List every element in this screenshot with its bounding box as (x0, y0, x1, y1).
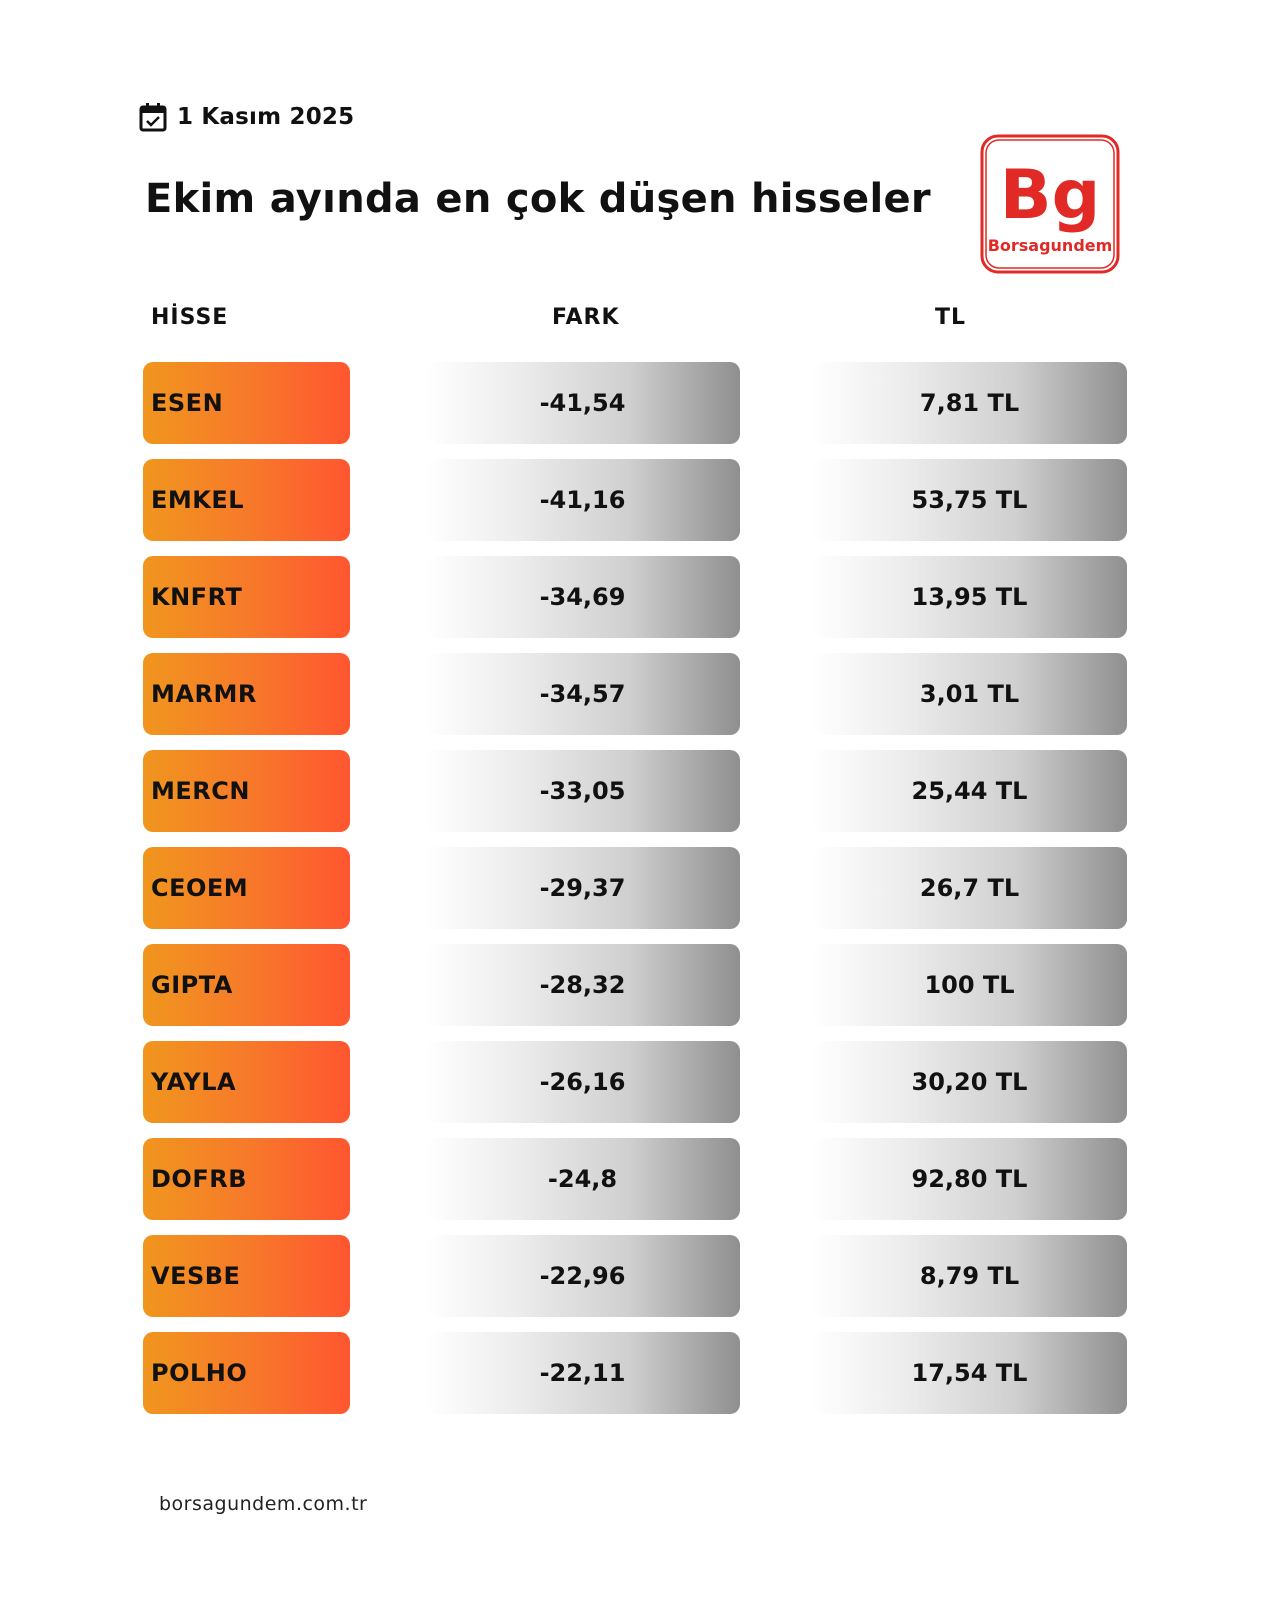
change-cell: -29,37 (425, 847, 740, 929)
column-header-price: TL (935, 305, 967, 330)
change-cell: -22,96 (425, 1235, 740, 1317)
calendar-check-icon (139, 103, 167, 132)
table-row: GIPTA -28,32 100 TL (0, 944, 1279, 1026)
change-cell: -41,16 (425, 459, 740, 541)
price-cell: 25,44 TL (812, 750, 1127, 832)
table-row: VESBE -22,96 8,79 TL (0, 1235, 1279, 1317)
logo-icon: Bg Borsagundem (980, 134, 1120, 274)
change-cell: -41,54 (425, 362, 740, 444)
change-cell: -33,05 (425, 750, 740, 832)
website-label: borsagundem.com.tr (159, 1493, 368, 1515)
date-row: 1 Kasım 2025 (139, 100, 354, 134)
table-row: MARMR -34,57 3,01 TL (0, 653, 1279, 735)
table-row: CEOEM -29,37 26,7 TL (0, 847, 1279, 929)
price-cell: 30,20 TL (812, 1041, 1127, 1123)
date-label: 1 Kasım 2025 (177, 104, 355, 130)
price-cell: 8,79 TL (812, 1235, 1127, 1317)
ticker-cell: GIPTA (143, 944, 350, 1026)
ticker-cell: CEOEM (143, 847, 350, 929)
ticker-cell: DOFRB (143, 1138, 350, 1220)
change-cell: -28,32 (425, 944, 740, 1026)
borsagundem-logo: Bg Borsagundem (980, 134, 1120, 274)
ticker-cell: VESBE (143, 1235, 350, 1317)
price-cell: 13,95 TL (812, 556, 1127, 638)
price-cell: 7,81 TL (812, 362, 1127, 444)
change-cell: -22,11 (425, 1332, 740, 1414)
ticker-cell: MARMR (143, 653, 350, 735)
table-row: MERCN -33,05 25,44 TL (0, 750, 1279, 832)
price-cell: 100 TL (812, 944, 1127, 1026)
page-title: Ekim ayında en çok düşen hisseler (145, 176, 931, 222)
price-cell: 3,01 TL (812, 653, 1127, 735)
column-header-ticker: HİSSE (151, 305, 229, 330)
price-cell: 17,54 TL (812, 1332, 1127, 1414)
ticker-cell: KNFRT (143, 556, 350, 638)
ticker-cell: YAYLA (143, 1041, 350, 1123)
change-cell: -34,57 (425, 653, 740, 735)
table-row: YAYLA -26,16 30,20 TL (0, 1041, 1279, 1123)
price-cell: 53,75 TL (812, 459, 1127, 541)
change-cell: -24,8 (425, 1138, 740, 1220)
column-header-change: FARK (552, 305, 620, 330)
ticker-cell: EMKEL (143, 459, 350, 541)
svg-text:Borsagundem: Borsagundem (988, 236, 1113, 255)
table-row: EMKEL -41,16 53,75 TL (0, 459, 1279, 541)
svg-text:Bg: Bg (1000, 156, 1101, 235)
ticker-cell: POLHO (143, 1332, 350, 1414)
change-cell: -26,16 (425, 1041, 740, 1123)
table-row: ESEN -41,54 7,81 TL (0, 362, 1279, 444)
table-row: POLHO -22,11 17,54 TL (0, 1332, 1279, 1414)
change-cell: -34,69 (425, 556, 740, 638)
price-cell: 92,80 TL (812, 1138, 1127, 1220)
table-row: DOFRB -24,8 92,80 TL (0, 1138, 1279, 1220)
ticker-cell: ESEN (143, 362, 350, 444)
ticker-cell: MERCN (143, 750, 350, 832)
price-cell: 26,7 TL (812, 847, 1127, 929)
table-row: KNFRT -34,69 13,95 TL (0, 556, 1279, 638)
